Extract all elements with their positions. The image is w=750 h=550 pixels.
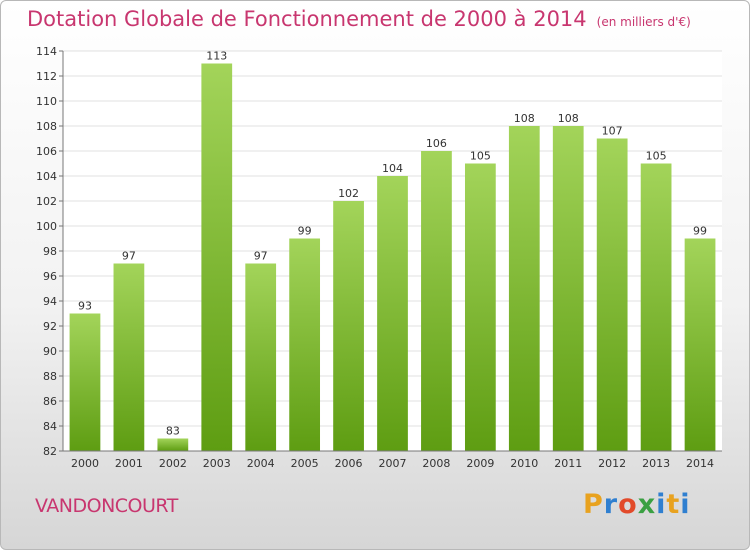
bar-2009 [464,163,496,451]
y-tick-label: 102 [36,195,57,208]
bar-2008 [421,151,452,451]
y-tick-label: 100 [36,220,57,233]
data-label-2002: 83 [166,425,180,438]
y-tick-label: 84 [43,420,57,433]
data-label-2013: 105 [646,150,667,163]
x-tick-label: 2006 [335,457,363,470]
data-label-2014: 99 [693,225,707,238]
data-label-2000: 93 [78,300,92,313]
bar-2013 [640,163,672,451]
logo-letter: P [583,489,604,520]
data-label-2009: 105 [470,150,491,163]
data-label-2012: 107 [602,125,623,138]
data-label-2010: 108 [514,112,535,125]
logo-letter: o [618,489,638,520]
y-tick-label: 98 [43,245,57,258]
data-label-2001: 97 [122,250,136,263]
data-label-2005: 99 [298,225,312,238]
logo-letter: r [603,489,619,520]
y-tick-label: 104 [36,170,57,183]
data-label-2006: 102 [338,187,359,200]
y-tick-label: 112 [36,70,57,83]
x-tick-label: 2011 [554,457,582,470]
logo-letter: i [680,489,691,520]
bar-2001 [113,263,145,451]
commune-name: VANDONCOURT [35,495,178,517]
bar-2004 [245,263,277,451]
proxiti-logo[interactable]: Proxiti [583,489,691,520]
bar-2014 [684,238,716,451]
bar-2003 [201,63,233,451]
x-tick-label: 2009 [466,457,494,470]
x-tick-label: 2012 [598,457,626,470]
chart-subtitle: (en milliers d'€) [596,15,691,29]
chart-title-text: Dotation Globale de Fonctionnement de 20… [27,7,587,31]
y-tick-label: 90 [43,345,57,358]
x-tick-label: 2003 [203,457,231,470]
y-tick-label: 82 [43,445,57,458]
bar-2005 [289,238,321,451]
bar-2000 [69,313,101,451]
y-tick-label: 94 [43,295,57,308]
bar-2010 [508,126,540,451]
data-label-2007: 104 [382,162,403,175]
x-tick-label: 2013 [642,457,670,470]
data-label-2008: 106 [426,137,447,150]
bar-2002 [157,438,189,451]
bars: 93 97 83 113 97 99 102 104 106 105 108 108 107 105 99 [69,50,716,451]
logo-letter: t [666,489,681,520]
y-axis-labels: 82 84 86 88 90 92 94 96 98 100 102 104 106 108 110 112 1… [36,45,63,458]
x-tick-label: 2005 [291,457,319,470]
logo-letter: i [656,489,667,520]
x-axis-labels: 2000 2001 2002 2003 2004 2005 2006 2007 2008 2009… [71,457,714,470]
bar-2006 [333,201,364,451]
x-tick-label: 2002 [159,457,187,470]
x-tick-label: 2014 [686,457,714,470]
bar-2007 [377,176,408,451]
y-tick-label: 92 [43,320,57,333]
chart-title: Dotation Globale de Fonctionnement de 20… [27,7,691,31]
data-label-2011: 108 [558,112,579,125]
y-tick-label: 88 [43,370,57,383]
x-tick-label: 2000 [71,457,99,470]
y-tick-label: 108 [36,120,57,133]
y-tick-label: 106 [36,145,57,158]
y-tick-label: 96 [43,270,57,283]
y-tick-label: 86 [43,395,57,408]
bar-2012 [596,138,628,451]
bar-2011 [552,126,584,451]
y-tick-label: 114 [36,45,57,58]
x-tick-label: 2008 [422,457,450,470]
y-tick-label: 110 [36,95,57,108]
data-label-2003: 113 [206,50,227,63]
logo-letter: x [637,489,657,520]
x-tick-label: 2010 [510,457,538,470]
x-tick-label: 2004 [247,457,275,470]
x-tick-label: 2001 [115,457,143,470]
data-label-2004: 97 [254,250,268,263]
x-tick-label: 2007 [379,457,407,470]
